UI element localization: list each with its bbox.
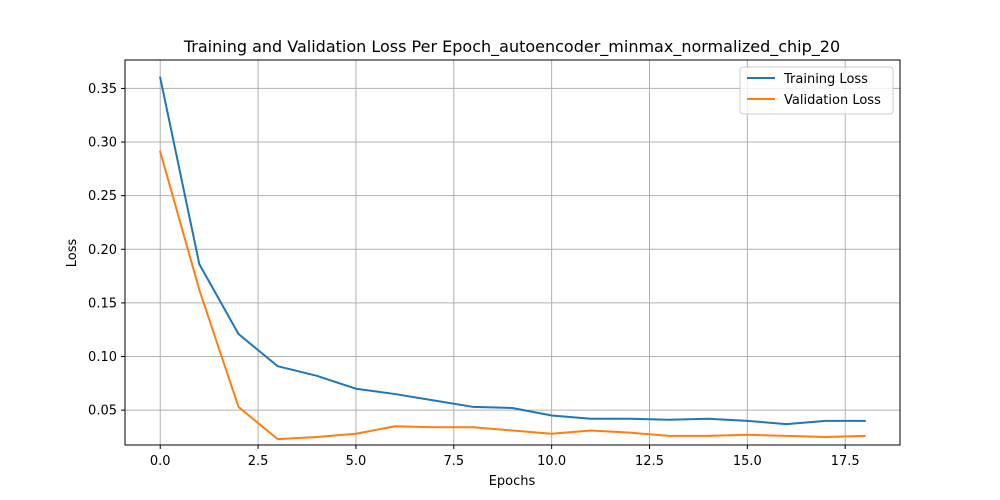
grid-lines bbox=[125, 60, 900, 445]
legend-label-validation-loss: Validation Loss bbox=[784, 93, 881, 108]
x-tick-label: 10.0 bbox=[537, 454, 566, 469]
axis-ticks: 0.0 2.5 5.0 7.5 10.0 12.5 15.0 17.5 0.05 0.10 0.15… bbox=[88, 82, 860, 469]
chart-legend: Training Loss Validation Loss bbox=[739, 66, 894, 115]
plot-area-frame bbox=[124, 59, 901, 446]
x-tick-label: 5.0 bbox=[346, 454, 367, 469]
y-tick-label: 0.10 bbox=[88, 350, 117, 365]
x-tick-label: 7.5 bbox=[443, 454, 464, 469]
x-tick-label: 0.0 bbox=[150, 454, 171, 469]
x-axis-label: Epochs bbox=[489, 474, 536, 489]
y-tick-label: 0.25 bbox=[88, 189, 117, 204]
legend-box bbox=[739, 66, 894, 115]
series-lines bbox=[158, 76, 866, 441]
x-tick-label: 17.5 bbox=[831, 454, 860, 469]
y-tick-label: 0.20 bbox=[88, 243, 117, 258]
training-loss-line bbox=[159, 76, 866, 426]
legend-label-training-loss: Training Loss bbox=[783, 72, 868, 87]
y-tick-label: 0.15 bbox=[88, 296, 117, 311]
y-tick-label: 0.05 bbox=[88, 404, 117, 419]
x-tick-label: 15.0 bbox=[733, 454, 762, 469]
y-tick-label: 0.30 bbox=[88, 136, 117, 151]
y-axis-label: Loss bbox=[65, 239, 80, 268]
validation-loss-line bbox=[158, 150, 866, 441]
y-tick-label: 0.35 bbox=[88, 82, 117, 97]
x-tick-label: 2.5 bbox=[248, 454, 269, 469]
x-tick-label: 12.5 bbox=[635, 454, 664, 469]
chart-title: Training and Validation Loss Per Epoch_a… bbox=[183, 37, 840, 57]
